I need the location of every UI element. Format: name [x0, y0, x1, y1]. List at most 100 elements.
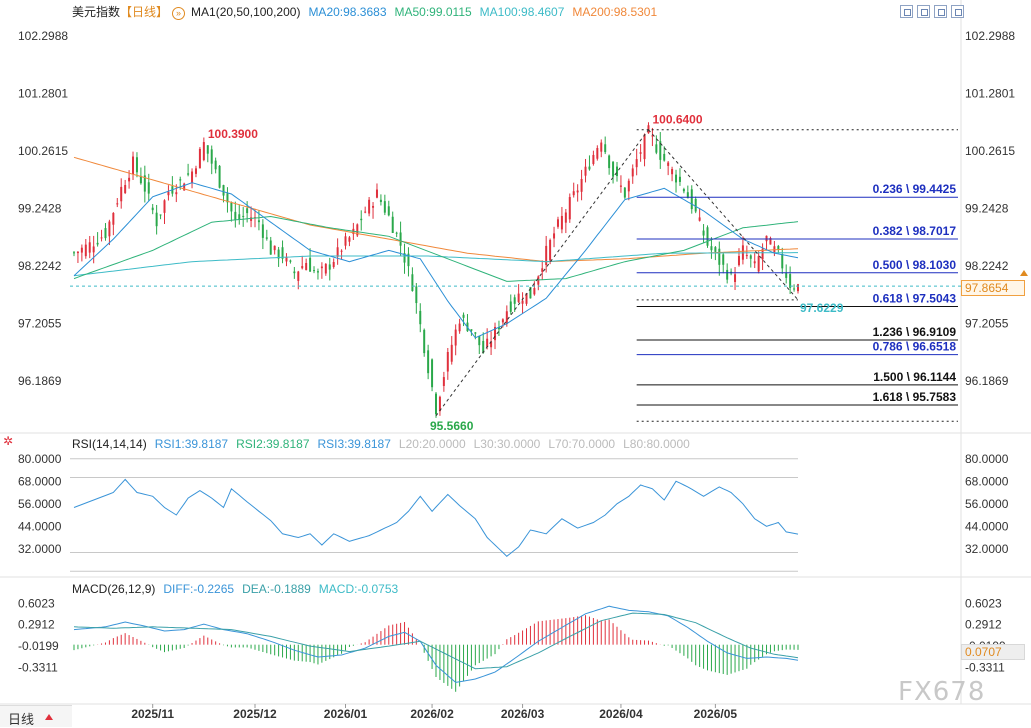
- rsi-label: RSI(14,14,14): [72, 437, 147, 451]
- candle-body: [793, 288, 796, 290]
- candle-body: [600, 142, 603, 152]
- candle-body: [698, 217, 701, 221]
- candle-body: [320, 266, 323, 269]
- candle-body: [726, 269, 729, 280]
- candle-body: [718, 248, 721, 265]
- candle-body: [564, 212, 567, 223]
- candle-body: [120, 186, 123, 202]
- candle-body: [383, 201, 386, 213]
- candle-body: [572, 191, 575, 196]
- candle-body: [210, 149, 213, 164]
- candle-body: [525, 293, 528, 304]
- y-tick-left: 99.2428: [18, 201, 62, 215]
- candle-body: [568, 197, 571, 220]
- candle-body: [627, 180, 630, 192]
- candle-body: [159, 214, 162, 216]
- candle-body: [179, 179, 182, 181]
- candle-body: [151, 207, 154, 211]
- ma200-value: MA200:98.5301: [572, 5, 658, 19]
- candle-body: [356, 224, 359, 236]
- candle-body: [490, 341, 493, 348]
- candle-body: [706, 227, 709, 246]
- settings-icon[interactable]: ✲: [3, 434, 14, 448]
- candle-body: [155, 212, 158, 227]
- fib-level-label: 1.618 \ 95.7583: [873, 390, 957, 404]
- fullscreen-icon[interactable]: [951, 5, 964, 18]
- macd-last-tag: 0.0707: [961, 644, 1025, 660]
- swing-low-label: 97.6229: [800, 301, 844, 315]
- candle-body: [651, 135, 654, 137]
- candle-body: [553, 233, 556, 239]
- candle-body: [372, 205, 375, 208]
- period-selector[interactable]: 日线: [0, 705, 72, 727]
- period-tag: 【日线】: [120, 5, 169, 19]
- candle-body: [757, 256, 760, 272]
- candle-body: [769, 238, 772, 245]
- candle-body: [183, 183, 186, 191]
- y-tick-right: 100.2615: [965, 144, 1015, 158]
- y-tick-left: 97.2055: [18, 316, 62, 330]
- candle-body: [643, 134, 646, 160]
- candle-body: [218, 165, 221, 188]
- candle-body: [265, 237, 268, 239]
- candle-body: [415, 286, 418, 304]
- y-tick-right: 101.2801: [965, 87, 1015, 101]
- period-dropdown-icon: [45, 714, 53, 720]
- macd-y-tick-left: -0.0199: [18, 639, 59, 653]
- candle-body: [360, 218, 363, 221]
- candle-body: [163, 200, 166, 213]
- ma50-value: MA50:99.0115: [394, 5, 472, 19]
- collapse-icon[interactable]: »: [172, 7, 186, 20]
- macd-legend: MACD(26,12,9) DIFF:-0.2265 DEA:-0.1889 MACD…: [72, 582, 406, 596]
- candle-body: [470, 329, 473, 331]
- candle-body: [116, 203, 119, 205]
- y-tick-left: 96.1869: [18, 374, 62, 388]
- candle-body: [497, 327, 500, 330]
- macd-y-tick-left: 0.2912: [18, 618, 55, 632]
- last-price-tag: 97.8654: [961, 280, 1025, 296]
- rsi-y-tick-right: 56.0000: [965, 497, 1009, 511]
- swing-high-label: 100.3900: [208, 127, 258, 141]
- candle-body: [761, 248, 764, 260]
- rsi2-value: RSI2:39.8187: [236, 437, 310, 451]
- candle-body: [391, 216, 394, 233]
- watermark: FX678: [898, 677, 986, 707]
- rsi-legend: RSI(14,14,14) RSI1:39.8187 RSI2:39.8187 RSI…: [72, 437, 698, 451]
- candle-body: [167, 191, 170, 196]
- candle-body: [76, 251, 79, 254]
- candle-body: [100, 237, 103, 239]
- candle-body: [242, 215, 245, 217]
- fib-level-label: 0.500 \ 98.1030: [873, 258, 957, 272]
- candle-body: [682, 189, 685, 192]
- candle-body: [458, 323, 461, 332]
- candle-body: [584, 166, 587, 176]
- candle-body: [667, 162, 670, 166]
- swing-low-label: 95.5660: [430, 419, 474, 433]
- candle-body: [710, 246, 713, 251]
- candle-body: [655, 144, 658, 153]
- ma50-line: [73, 215, 799, 282]
- main-legend: 美元指数【日线】» MA1(20,50,100,200) MA20:98.3683 M…: [72, 5, 665, 20]
- candle-body: [482, 340, 485, 353]
- candle-body: [309, 257, 312, 272]
- candle-body: [690, 189, 693, 210]
- candle-body: [336, 247, 339, 257]
- candle-body: [238, 214, 241, 220]
- fib-level-label: 0.618 \ 97.5043: [873, 292, 957, 306]
- candle-body: [560, 215, 563, 230]
- swing-high-label: 100.6400: [652, 113, 702, 127]
- trend-line: [648, 129, 799, 301]
- rsi-y-tick-right: 68.0000: [965, 474, 1009, 488]
- expand-icon[interactable]: [900, 5, 913, 18]
- candle-body: [198, 148, 201, 169]
- candle-body: [368, 199, 371, 214]
- zoom-in-icon[interactable]: [917, 5, 930, 18]
- candle-body: [364, 211, 367, 213]
- x-tick-label: 2025/11: [131, 707, 174, 721]
- candle-body: [340, 250, 343, 252]
- fib-level-label: 0.236 \ 99.4425: [873, 182, 957, 196]
- candle-body: [737, 255, 740, 266]
- candle-body: [403, 253, 406, 263]
- zoom-out-icon[interactable]: [934, 5, 947, 18]
- candle-body: [631, 168, 634, 177]
